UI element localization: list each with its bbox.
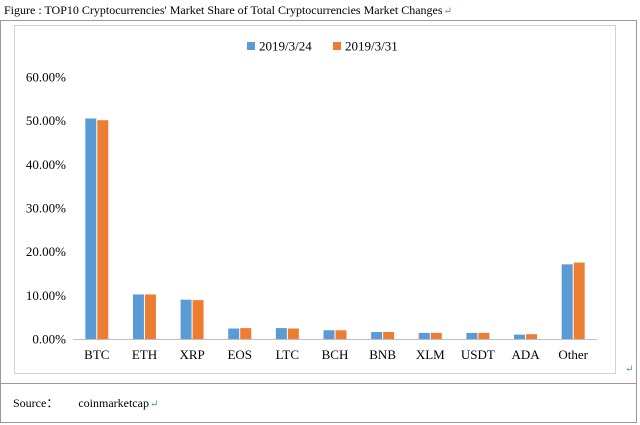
legend-swatch [247,42,255,50]
x-tick-label: BTC [84,347,109,362]
bar-other-series-1 [561,264,573,339]
bar-ltc-series-2 [287,328,299,339]
bar-btc-series-2 [97,120,109,339]
y-tick-label: 50.00% [26,113,66,128]
chart-area: 0.00% 10.00% 20.00% 30.00% 40.00% 50.00% 60.00… [14,25,616,374]
bar-ltc-series-1 [275,328,287,339]
bar-chart: 0.00% 10.00% 20.00% 30.00% 40.00% 50.00% 60.00… [26,39,597,362]
source-line: Source： coinmarketcap↵ [13,394,158,411]
source-label: Source： [13,396,59,410]
y-tick-label: 20.00% [26,244,66,259]
x-tick-label: Other [558,347,588,362]
bar-bnb-series-1 [371,332,383,339]
table-frame [0,20,637,423]
x-tick-label: XRP [179,347,204,362]
bar-eos-series-1 [228,328,240,339]
legend-label: 2019/3/24 [259,39,312,54]
x-tick-label: BCH [322,347,349,362]
y-tick-label: 40.00% [26,157,66,172]
bar-usdt-series-1 [466,332,478,339]
x-tick-label: USDT [461,347,495,362]
bar-bnb-series-2 [383,332,395,339]
y-tick-label: 60.00% [26,70,66,85]
source-return-mark-icon: ↵ [149,399,159,410]
source-value: coinmarketcap [78,396,149,410]
table-divider [0,383,637,384]
bar-xlm-series-2 [430,332,442,339]
y-tick-label: 0.00% [32,332,66,347]
bar-xrp-series-2 [192,300,204,339]
y-tick-label: 30.00% [26,201,66,216]
x-tick-label: EOS [227,347,252,362]
bar-other-series-2 [573,262,585,339]
bar-bch-series-1 [323,330,335,339]
bar-eth-series-1 [132,294,144,339]
x-tick-label: LTC [276,347,299,362]
return-mark-icon: ↵ [443,6,452,17]
legend-label: 2019/3/31 [345,39,398,54]
legend-swatch [333,42,341,50]
bar-eth-series-2 [144,294,156,339]
x-tick-label: ETH [132,347,157,362]
bar-ada-series-1 [514,334,526,339]
cell-end-mark-icon: ↵ [625,364,634,375]
y-tick-label: 10.00% [26,288,66,303]
bar-xrp-series-1 [180,299,192,339]
bar-eos-series-2 [240,328,252,339]
figure-title: Figure : TOP10 Cryptocurrencies' Market … [4,3,452,18]
bar-bch-series-2 [335,330,347,339]
bar-ada-series-2 [526,334,538,339]
x-tick-label: ADA [511,347,540,362]
x-tick-label: XLM [416,347,445,362]
x-tick-label: BNB [369,347,396,362]
bar-xlm-series-1 [418,332,430,339]
figure-title-text: Figure : TOP10 Cryptocurrencies' Market … [4,3,443,17]
bar-usdt-series-2 [478,332,490,339]
bar-btc-series-1 [85,118,97,339]
